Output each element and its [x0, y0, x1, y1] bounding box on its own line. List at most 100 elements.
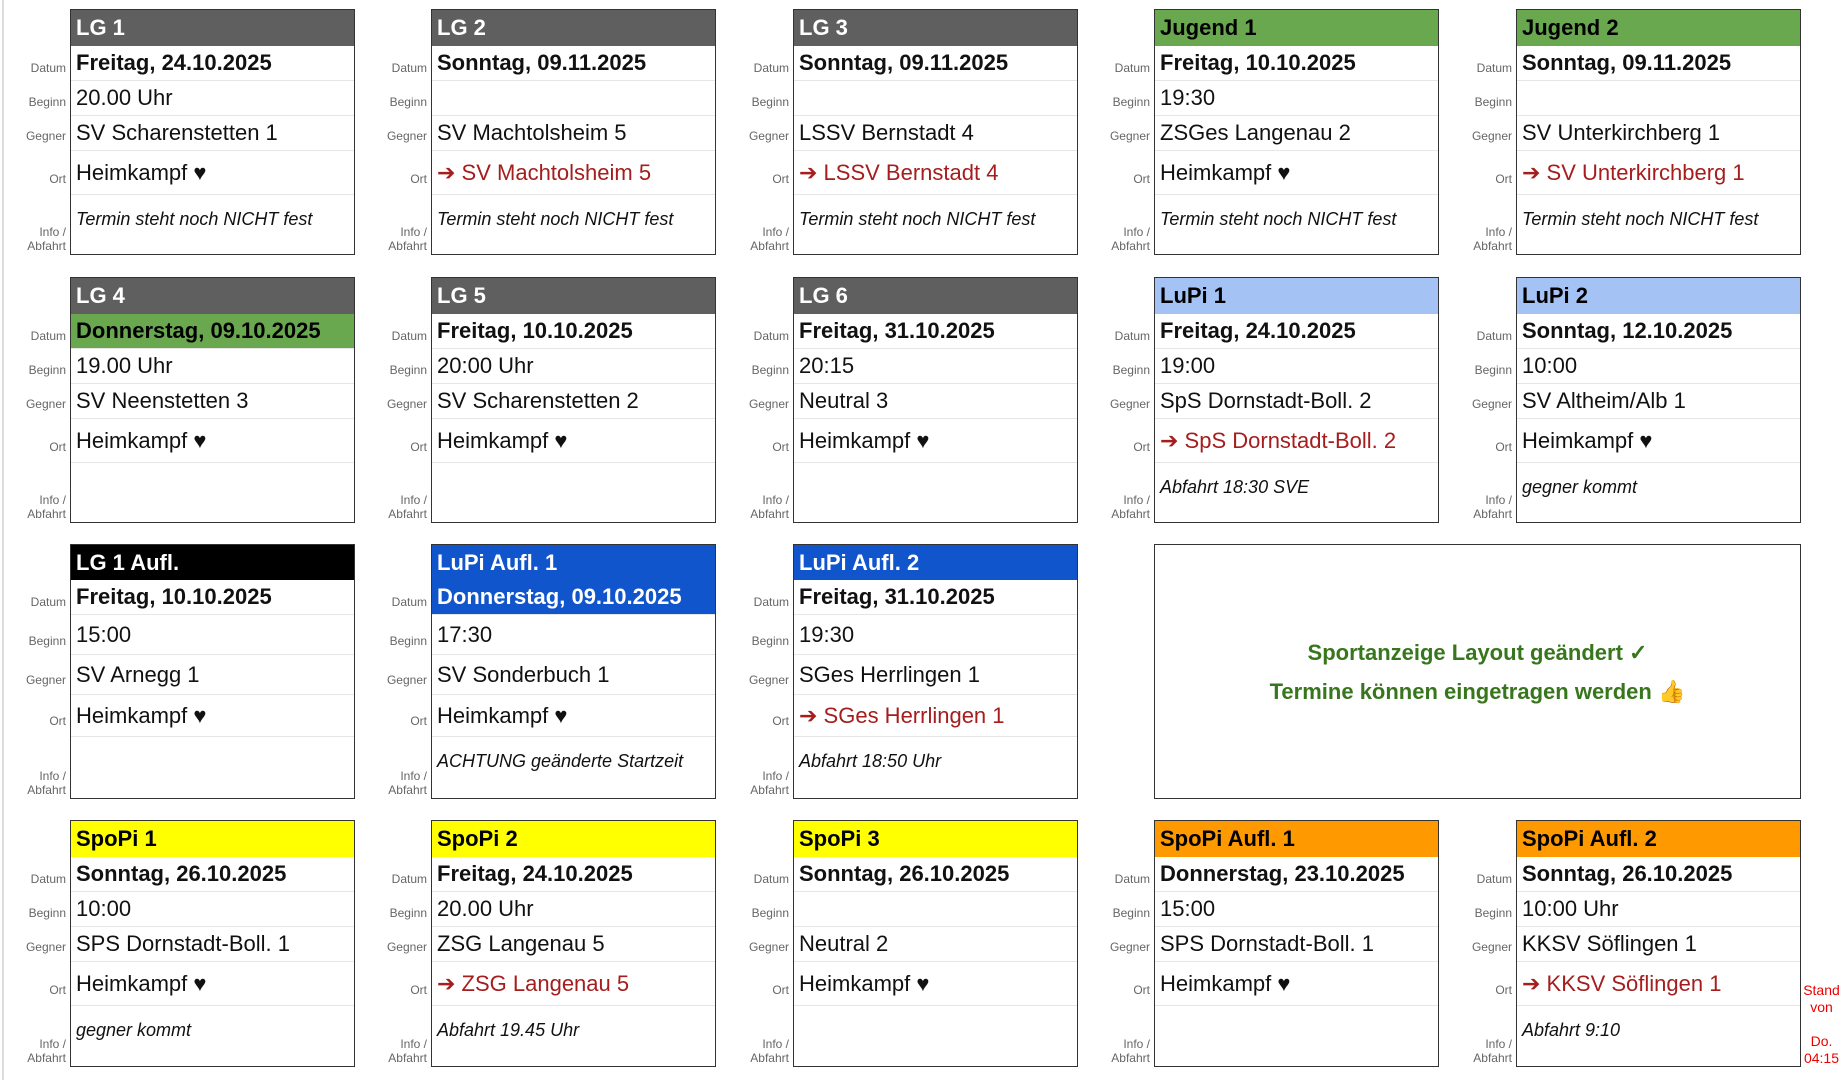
label-abfahrt: Abfahrt — [27, 1051, 66, 1065]
label-ort: Ort — [772, 440, 789, 454]
location: Heimkampf ♥ — [432, 419, 715, 463]
label-ort: Ort — [410, 983, 427, 997]
team-title: LuPi Aufl. 1 — [432, 545, 715, 580]
label-abfahrt: Abfahrt — [1111, 239, 1150, 253]
match-start: 19:30 — [1155, 81, 1438, 116]
match-start: 10:00 Uhr — [1517, 892, 1800, 927]
opponent: LSSV Bernstadt 4 — [794, 116, 1077, 151]
label-ort: Ort — [1133, 440, 1150, 454]
stand-time: 04:15 — [1803, 1050, 1840, 1066]
label-beginn: Beginn — [28, 95, 66, 109]
team-title: LuPi 2 — [1517, 278, 1800, 314]
match-date: Sonntag, 12.10.2025 — [1517, 314, 1800, 349]
label-beginn: Beginn — [389, 363, 427, 377]
info-departure: Abfahrt 19.45 Uhr — [437, 1020, 580, 1040]
label-datum: Datum — [30, 329, 66, 343]
label-info: Info / — [1123, 493, 1150, 507]
location: Heimkampf ♥ — [71, 419, 354, 463]
label-info: Info / — [762, 493, 789, 507]
location: ➔ SV Machtolsheim 5 — [432, 151, 715, 195]
match-card: LG 1 Aufl. Freitag, 10.10.2025 15:00 SV Arn… — [70, 544, 355, 799]
team-title: LG 6 — [794, 278, 1077, 314]
label-info: Info / — [39, 769, 66, 783]
opponent: KKSV Söflingen 1 — [1517, 927, 1800, 962]
match-start — [1517, 81, 1800, 116]
team-title: SpoPi 3 — [794, 821, 1077, 857]
match-card: LuPi 1 Freitag, 24.10.2025 19:00 SpS Dornst… — [1154, 277, 1439, 523]
match-start — [794, 892, 1077, 927]
message-line-1: Sportanzeige Layout geändert ✓ — [1307, 639, 1648, 665]
label-ort: Ort — [1495, 440, 1512, 454]
match-start: 20.00 Uhr — [71, 81, 354, 116]
label-info: Info / — [39, 493, 66, 507]
info-departure — [432, 463, 715, 522]
label-datum: Datum — [753, 595, 789, 609]
label-gegner: Gegner — [1109, 940, 1150, 954]
info-departure — [794, 463, 1077, 522]
label-datum: Datum — [753, 872, 789, 886]
location: Heimkampf ♥ — [71, 962, 354, 1006]
location: Heimkampf ♥ — [432, 695, 715, 737]
info-departure: gegner kommt — [76, 1020, 192, 1040]
location: ➔ SV Unterkirchberg 1 — [1517, 151, 1800, 195]
label-ort: Ort — [1133, 983, 1150, 997]
label-info: Info / — [762, 225, 789, 239]
info-departure: Termin steht noch NICHT fest — [799, 209, 1036, 229]
team-title: SpoPi Aufl. 2 — [1517, 821, 1800, 857]
label-abfahrt: Abfahrt — [1473, 1051, 1512, 1065]
label-ort: Ort — [1495, 983, 1512, 997]
info-departure: Abfahrt 9:10 — [1522, 1020, 1621, 1040]
location: ➔ SpS Dornstadt-Boll. 2 — [1155, 419, 1438, 463]
label-datum: Datum — [1476, 329, 1512, 343]
label-gegner: Gegner — [748, 673, 789, 687]
label-abfahrt: Abfahrt — [750, 239, 789, 253]
label-datum: Datum — [1476, 872, 1512, 886]
match-card: LG 4 Donnerstag, 09.10.2025 19.00 Uhr SV Ne… — [70, 277, 355, 523]
label-gegner: Gegner — [1471, 940, 1512, 954]
label-datum: Datum — [30, 595, 66, 609]
info-departure: Termin steht noch NICHT fest — [437, 209, 674, 229]
opponent: SV Altheim/Alb 1 — [1517, 384, 1800, 419]
label-ort: Ort — [49, 714, 66, 728]
opponent: SPS Dornstadt-Boll. 1 — [71, 927, 354, 962]
team-title: SpoPi 2 — [432, 821, 715, 857]
label-beginn: Beginn — [28, 363, 66, 377]
team-title: SpoPi 1 — [71, 821, 354, 857]
label-beginn: Beginn — [1474, 95, 1512, 109]
location: Heimkampf ♥ — [794, 419, 1077, 463]
match-start: 20.00 Uhr — [432, 892, 715, 927]
label-info: Info / — [762, 769, 789, 783]
label-gegner: Gegner — [1109, 129, 1150, 143]
label-gegner: Gegner — [386, 129, 427, 143]
left-border — [2, 0, 4, 1080]
match-date: Sonntag, 26.10.2025 — [71, 857, 354, 892]
label-gegner: Gegner — [1109, 397, 1150, 411]
label-datum: Datum — [753, 329, 789, 343]
label-info: Info / — [400, 225, 427, 239]
info-departure: Termin steht noch NICHT fest — [1522, 209, 1759, 229]
label-ort: Ort — [772, 714, 789, 728]
label-abfahrt: Abfahrt — [27, 783, 66, 797]
label-info: Info / — [400, 493, 427, 507]
opponent: SGes Herrlingen 1 — [794, 655, 1077, 695]
match-start: 10:00 — [1517, 349, 1800, 384]
stand-timestamp: Stand von Do. 04:15 — [1800, 982, 1843, 1067]
label-abfahrt: Abfahrt — [1111, 1051, 1150, 1065]
opponent: SV Scharenstetten 1 — [71, 116, 354, 151]
label-info: Info / — [1123, 225, 1150, 239]
label-beginn: Beginn — [1112, 95, 1150, 109]
label-datum: Datum — [1114, 61, 1150, 75]
match-date: Donnerstag, 09.10.2025 — [432, 580, 715, 615]
label-ort: Ort — [49, 983, 66, 997]
info-departure: Abfahrt 18:50 Uhr — [799, 751, 942, 771]
match-start: 19:30 — [794, 615, 1077, 655]
label-ort: Ort — [772, 172, 789, 186]
label-info: Info / — [39, 225, 66, 239]
label-abfahrt: Abfahrt — [27, 507, 66, 521]
info-departure — [71, 463, 354, 522]
opponent: SV Unterkirchberg 1 — [1517, 116, 1800, 151]
label-gegner: Gegner — [386, 397, 427, 411]
match-start: 15:00 — [71, 615, 354, 655]
match-card: LG 5 Freitag, 10.10.2025 20:00 Uhr SV Schar… — [431, 277, 716, 523]
label-ort: Ort — [49, 172, 66, 186]
